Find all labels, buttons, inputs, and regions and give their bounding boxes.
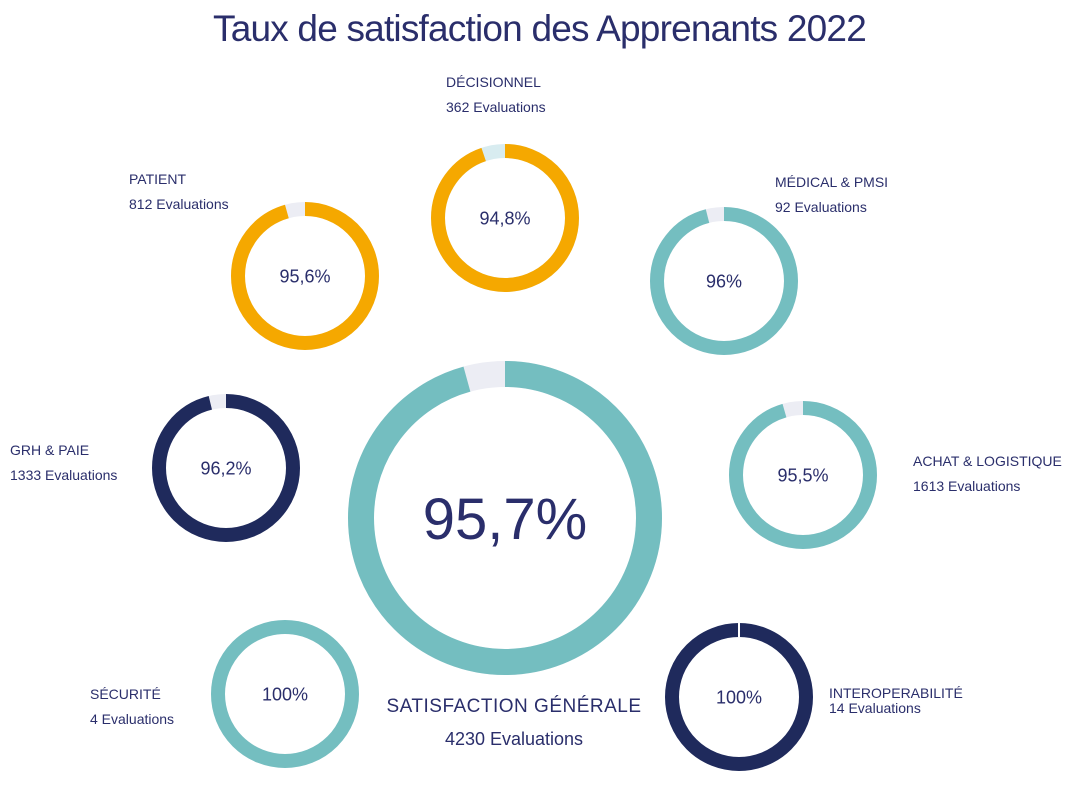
label-securite: SÉCURITÉ 4 Evaluations [90,682,174,732]
series-name: ACHAT & LOGISTIQUE [913,453,1062,469]
donut-value-arc [348,361,662,675]
donut-medical-pmsi: 96% [650,207,798,355]
donut-value-label: 100% [716,687,762,707]
donut-satisfaction-generale: 95,7% [348,361,662,675]
series-evaluations: 14 Evaluations [829,700,921,716]
donut-achat-logistique: 95,5% [729,401,877,549]
donut-interoperabilite: 100% [665,623,813,771]
donut-value-label: 95,7% [423,487,587,552]
donut-value-arc [729,401,877,549]
donut-value-label: 95,6% [279,266,330,286]
donut-decisionnel: 94,8% [431,144,579,292]
donut-value-label: 96% [706,271,742,291]
series-name: GRH & PAIE [10,442,90,458]
label-decisionnel: DÉCISIONNEL 362 Evaluations [446,70,546,120]
donut-value-label: 100% [262,684,308,704]
donut-value-label: 94,8% [479,208,530,228]
overall-name: SATISFACTION GÉNÉRALE [386,696,642,717]
label-interoperabilite: INTEROPERABILITÉ 14 Evaluations [829,686,963,716]
label-satisfaction-generale: SATISFACTION GÉNÉRALE 4230 Evaluations [364,691,664,755]
donut-value-arc [650,207,798,355]
donut-securite: 100% [211,620,359,768]
series-name: MÉDICAL & PMSI [775,174,889,190]
donut-value-arc [431,144,579,292]
series-evaluations: 1613 Evaluations [913,478,1021,494]
series-name: INTEROPERABILITÉ [829,685,963,701]
donut-grh-paie: 96,2% [152,394,300,542]
donut-value-label: 95,5% [777,465,828,485]
series-name: PATIENT [129,171,187,187]
donut-patient: 95,6% [231,202,379,350]
series-name: SÉCURITÉ [90,686,161,702]
label-grh-paie: GRH & PAIE 1333 Evaluations [10,438,117,488]
donut-value-label: 96,2% [200,458,251,478]
overall-evaluations: 4230 Evaluations [444,729,584,749]
series-evaluations: 1333 Evaluations [10,467,118,483]
label-patient: PATIENT 812 Evaluations [129,167,229,217]
donut-value-arc [152,394,300,542]
series-evaluations: 362 Evaluations [446,99,546,115]
label-achat-logistique: ACHAT & LOGISTIQUE 1613 Evaluations [913,449,1062,499]
donut-value-arc [231,202,379,350]
series-evaluations: 92 Evaluations [775,199,867,215]
series-evaluations: 4 Evaluations [90,711,175,727]
donut-value-arc [211,620,359,768]
label-medical-pmsi: MÉDICAL & PMSI 92 Evaluations [775,170,888,220]
chart-title: Taux de satisfaction des Apprenants 2022 [213,8,867,49]
series-name: DÉCISIONNEL [446,74,541,90]
series-evaluations: 812 Evaluations [129,196,229,212]
